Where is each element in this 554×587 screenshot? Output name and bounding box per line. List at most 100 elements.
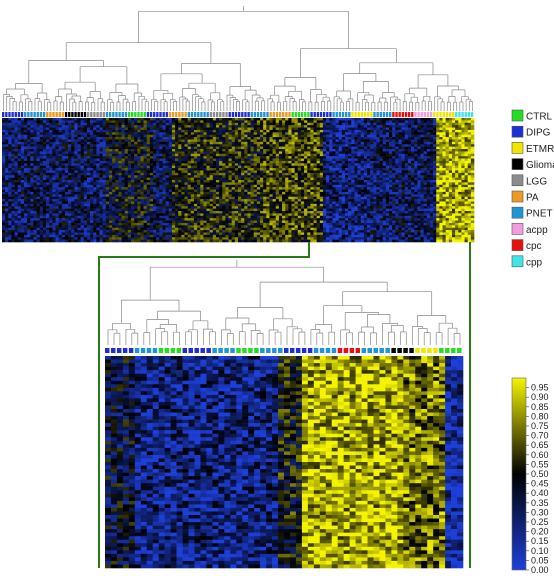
- top-heatmap-cell: [178, 206, 182, 209]
- top-heatmap-cell: [143, 127, 148, 131]
- top-heatmap-cell: [153, 206, 157, 209]
- top-heatmap-cell: [86, 120, 91, 124]
- top-heatmap-cell: [112, 230, 116, 233]
- top-heatmap-cell: [231, 158, 236, 162]
- top-heatmap-cell: [99, 168, 103, 171]
- top-heatmap-cell: [30, 175, 34, 178]
- top-heatmap-cell: [74, 175, 78, 178]
- top-heatmap-cell: [250, 208, 255, 212]
- top-heatmap-cell: [178, 141, 182, 145]
- top-heatmap-cell: [263, 206, 267, 209]
- top-heatmap-cell: [11, 137, 15, 140]
- top-heatmap-cell: [234, 237, 239, 240]
- top-heatmap-cell: [52, 191, 56, 195]
- top-heatmap-cell: [8, 172, 12, 176]
- top-heatmap-cell: [272, 137, 277, 140]
- top-heatmap-cell: [193, 151, 198, 155]
- top-heatmap-cell: [8, 134, 12, 138]
- top-heatmap-cell: [231, 189, 236, 193]
- top-heatmap-cell: [247, 184, 251, 188]
- top-heatmap-cell: [159, 165, 163, 169]
- top-heatmap-cell: [11, 165, 15, 169]
- top-heatmap-cell: [171, 125, 176, 128]
- top-heatmap-cell: [58, 199, 63, 202]
- top-heatmap-cell: [162, 137, 166, 140]
- top-heatmap-cell: [244, 196, 248, 200]
- top-strip-swatch: [206, 112, 209, 117]
- top-heatmap-cell: [156, 237, 160, 240]
- top-heatmap-cell: [190, 134, 195, 138]
- top-strip-swatch: [127, 112, 131, 117]
- top-heatmap-cell: [181, 220, 185, 224]
- top-heatmap-cell: [134, 206, 138, 209]
- top-heatmap-cell: [14, 172, 19, 176]
- top-heatmap-cell: [140, 220, 144, 224]
- top-heatmap-cell: [197, 163, 201, 166]
- top-heatmap-cell: [86, 184, 91, 188]
- top-heatmap-cell: [247, 153, 251, 157]
- top-heatmap-cell: [58, 222, 63, 226]
- top-heatmap-cell: [285, 213, 289, 217]
- top-strip-swatch: [285, 112, 288, 117]
- top-heatmap-cell: [115, 137, 119, 140]
- top-heatmap-cell: [121, 215, 126, 219]
- top-heatmap-cell: [2, 187, 6, 190]
- top-heatmap-cell: [234, 149, 239, 152]
- top-heatmap-cell: [39, 191, 44, 195]
- top-heatmap-cell: [93, 218, 97, 221]
- top-heatmap-cell: [96, 220, 100, 224]
- top-heatmap-cell: [291, 137, 295, 140]
- top-heatmap-cell: [99, 187, 103, 190]
- top-heatmap-cell: [234, 232, 239, 236]
- top-heatmap-cell: [42, 165, 47, 169]
- top-heatmap-cell: [171, 151, 176, 155]
- top-heatmap-cell: [200, 168, 204, 171]
- top-heatmap-cell: [27, 220, 31, 224]
- top-heatmap-cell: [5, 120, 9, 124]
- top-heatmap-cell: [291, 153, 295, 157]
- top-heatmap-cell: [20, 153, 25, 157]
- top-heatmap-cell: [61, 156, 66, 159]
- top-heatmap-cell: [269, 122, 273, 126]
- top-heatmap-cell: [74, 225, 78, 228]
- top-heatmap-cell: [285, 149, 289, 152]
- top-heatmap-cell: [68, 177, 72, 181]
- top-heatmap-cell: [193, 189, 198, 193]
- top-heatmap-cell: [206, 151, 210, 155]
- top-heatmap-cell: [46, 168, 50, 171]
- top-heatmap-cell: [27, 146, 31, 150]
- top-heatmap-cell: [68, 170, 72, 174]
- top-heatmap-cell: [256, 220, 261, 224]
- top-heatmap-cell: [46, 118, 50, 121]
- top-heatmap-cell: [256, 172, 261, 176]
- top-heatmap-cell: [238, 199, 242, 202]
- top-heatmap-cell: [90, 208, 94, 212]
- top-heatmap-cell: [90, 141, 94, 145]
- top-heatmap-cell: [52, 125, 56, 128]
- top-heatmap-cell: [187, 165, 192, 169]
- top-heatmap-cell: [228, 127, 233, 131]
- top-heatmap-cell: [156, 187, 160, 190]
- top-heatmap-cell: [159, 156, 163, 159]
- top-heatmap-cell: [282, 227, 286, 231]
- top-heatmap-cell: [49, 146, 53, 150]
- top-heatmap-cell: [266, 122, 270, 126]
- top-heatmap-cell: [24, 172, 28, 176]
- top-heatmap-cell: [71, 225, 75, 228]
- top-heatmap-cell: [71, 177, 75, 181]
- top-heatmap-cell: [8, 218, 12, 221]
- top-heatmap-cell: [250, 160, 255, 164]
- top-heatmap-cell: [127, 218, 132, 221]
- top-heatmap-cell: [5, 141, 9, 145]
- top-heatmap-cell: [272, 230, 277, 233]
- top-heatmap-cell: [260, 213, 264, 217]
- top-heatmap-cell: [102, 211, 107, 214]
- top-heatmap-cell: [36, 172, 41, 176]
- top-heatmap-cell: [263, 153, 267, 157]
- top-heatmap-cell: [99, 134, 103, 138]
- top-heatmap-cell: [30, 237, 34, 240]
- top-heatmap-cell: [99, 127, 103, 131]
- top-heatmap-cell: [282, 187, 286, 190]
- top-heatmap-cell: [288, 163, 292, 166]
- top-heatmap-cell: [61, 151, 66, 155]
